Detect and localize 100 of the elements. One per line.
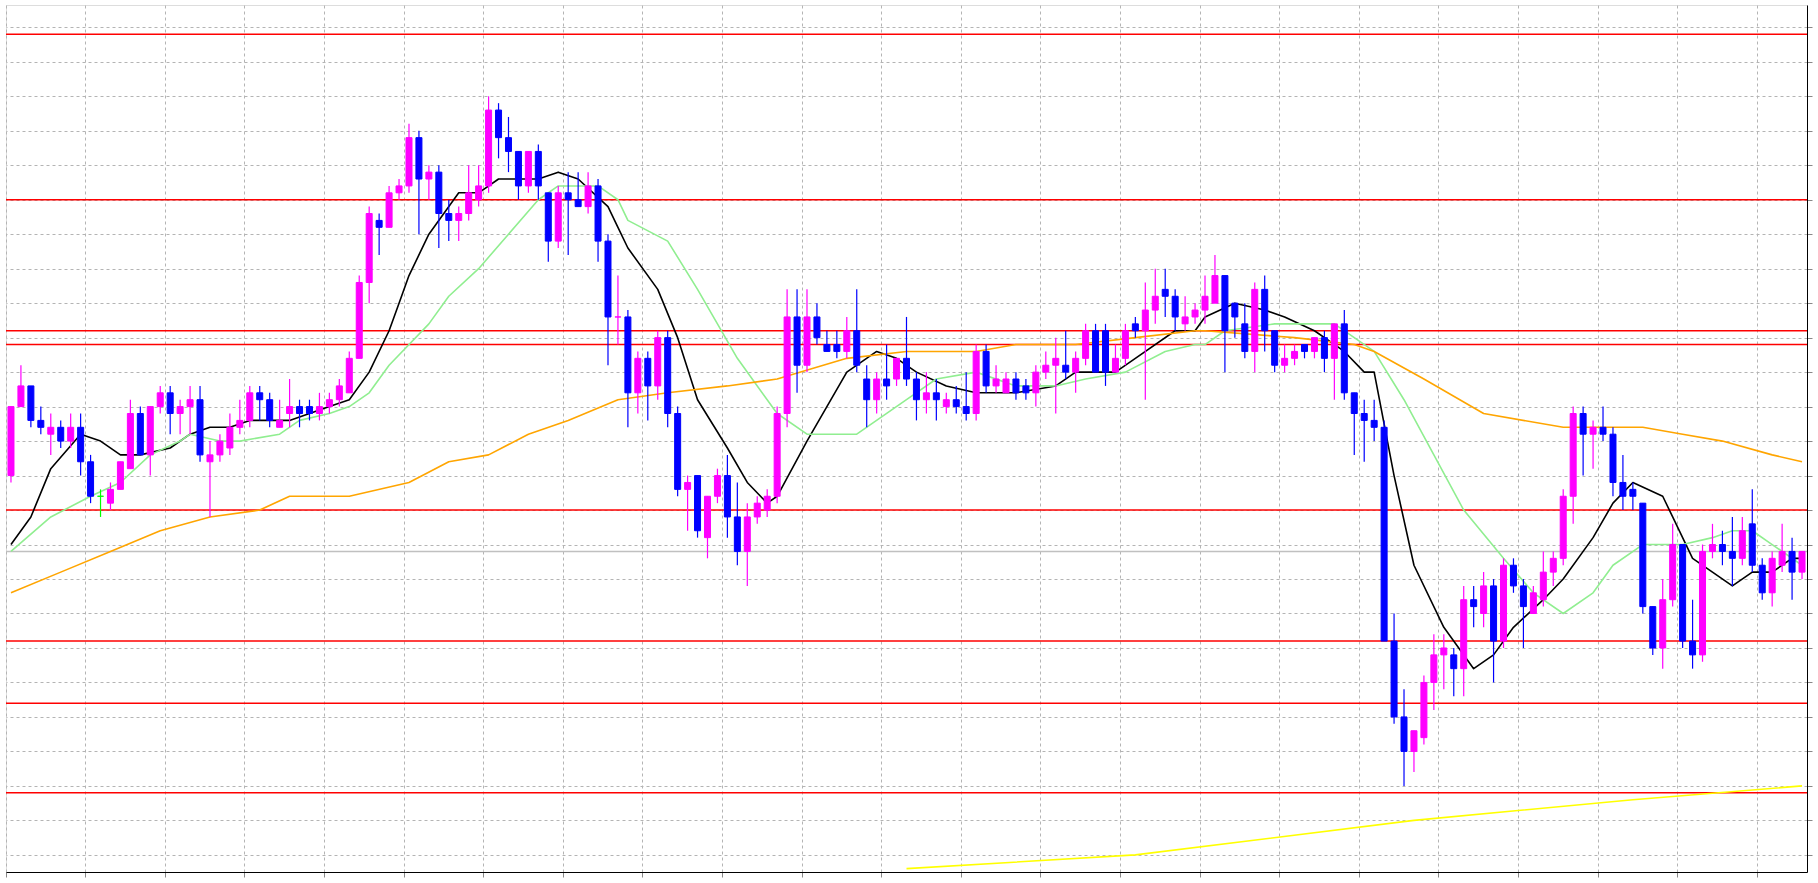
candlestick [962, 371, 970, 421]
candlestick [1201, 274, 1209, 325]
candlestick [166, 385, 174, 435]
candlestick [1788, 537, 1796, 601]
candlestick [425, 164, 433, 201]
candlestick [216, 433, 224, 463]
candlestick [1579, 406, 1587, 477]
candlestick [226, 412, 234, 456]
candlestick [922, 371, 930, 415]
candlestick [1778, 523, 1786, 573]
candlestick [455, 206, 463, 242]
candlestick [305, 399, 313, 421]
candlestick [1141, 281, 1149, 401]
candlestick [813, 302, 821, 346]
candlestick [893, 357, 901, 387]
candlestick [286, 378, 294, 428]
candlestick [1718, 530, 1726, 566]
candlestick [1062, 330, 1070, 380]
candlestick [1002, 371, 1010, 394]
candlestick [465, 164, 473, 222]
candlestick [1728, 516, 1736, 587]
candlestick [903, 316, 910, 387]
candlestick [67, 412, 75, 449]
candlestick [375, 212, 383, 256]
candlestick [206, 440, 214, 518]
candlestick [1440, 633, 1448, 690]
candlestick [1072, 350, 1080, 394]
candlestick [1022, 378, 1030, 401]
candlestick [823, 330, 831, 353]
candlestick [1350, 392, 1358, 456]
candlestick [1509, 557, 1517, 594]
candlestick [1231, 302, 1239, 339]
candlestick [684, 474, 692, 532]
candlestick [1042, 350, 1050, 380]
candlestick [1191, 302, 1199, 325]
candlestick [1291, 343, 1299, 366]
candlestick [833, 330, 841, 359]
candlestick [713, 468, 721, 504]
candlestick [873, 371, 881, 415]
candlestick [1370, 399, 1378, 442]
candlestick [1161, 268, 1169, 318]
candlestick [1012, 371, 1020, 401]
candlestick [1629, 481, 1637, 511]
candlestick [1181, 295, 1189, 332]
candlestick [1360, 399, 1368, 463]
candlestick [256, 385, 264, 421]
candlestick [1519, 578, 1527, 649]
candlestick [296, 399, 304, 428]
candlestick [17, 364, 25, 408]
candlestick [504, 116, 512, 173]
candlestick [1549, 550, 1557, 587]
candlestick [475, 164, 483, 208]
candlestick [176, 399, 184, 435]
candlestick [992, 364, 1000, 394]
candlestick [614, 274, 622, 346]
candlestick [1619, 454, 1627, 511]
candlestick [1410, 730, 1418, 773]
candlestick [395, 178, 403, 201]
candlestick [1052, 337, 1060, 415]
candlestick [883, 343, 891, 401]
candlestick [564, 171, 572, 256]
candlestick [1708, 523, 1716, 559]
candlestick [1589, 419, 1597, 470]
candlestick [1529, 585, 1537, 615]
candlestick [106, 481, 114, 511]
candlestick [1151, 268, 1159, 325]
candlestick [763, 488, 771, 518]
candlestick [335, 378, 343, 408]
candlestick [186, 385, 194, 435]
candlestick [236, 399, 244, 435]
candlestick [325, 392, 333, 415]
candlestick [315, 392, 323, 421]
candlestick [276, 399, 284, 428]
candlestick [1450, 647, 1458, 697]
candlestick [1281, 343, 1289, 373]
candlestick [266, 392, 274, 428]
candlestick [47, 412, 55, 456]
candlestick [1798, 550, 1806, 580]
candlestick [57, 419, 65, 449]
candlestick [37, 406, 45, 435]
candlestick [1171, 288, 1179, 332]
candlestick [1032, 364, 1040, 408]
candlestick [574, 171, 582, 208]
candlestick [1470, 585, 1478, 628]
candlestick [445, 199, 453, 242]
candlestick [863, 364, 871, 428]
candlestick [1320, 330, 1328, 373]
candlestick [1310, 337, 1318, 359]
candlestick [932, 378, 940, 421]
candlestick [1131, 316, 1139, 339]
candlestick [1689, 599, 1697, 670]
candlestick [1599, 406, 1607, 442]
candlestick [843, 316, 851, 359]
candlestick [952, 385, 960, 415]
candlestick [912, 371, 920, 421]
candlestick [584, 171, 592, 215]
candlestick [1111, 343, 1119, 373]
candlestick [156, 385, 164, 415]
candlestick [942, 392, 950, 415]
candlestick [753, 495, 761, 525]
